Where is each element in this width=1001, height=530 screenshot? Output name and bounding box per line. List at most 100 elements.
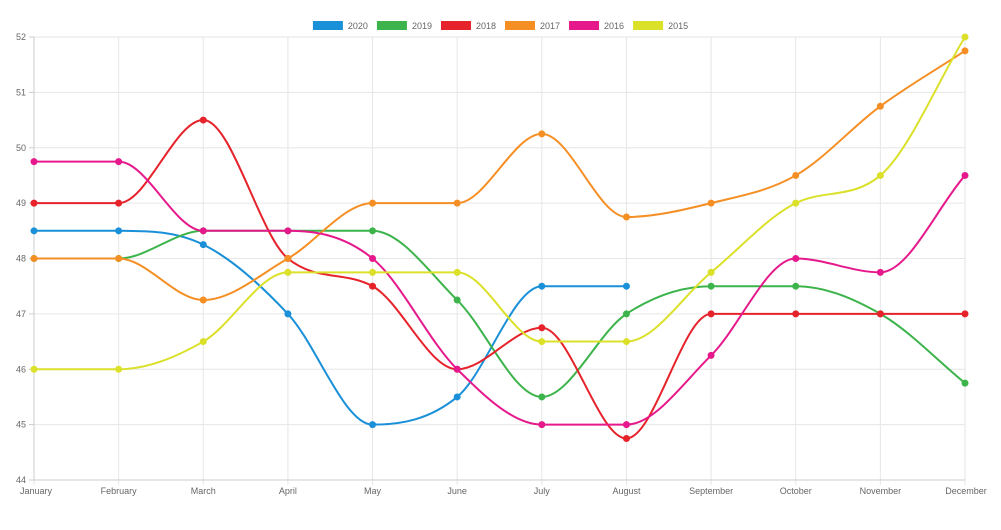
data-point[interactable] <box>792 255 800 262</box>
data-point[interactable] <box>369 227 377 235</box>
series-2016 <box>30 158 969 429</box>
x-tick-label: December <box>945 486 987 496</box>
series-line[interactable] <box>33 229 627 426</box>
data-point[interactable] <box>876 171 884 179</box>
x-tick-label: June <box>447 486 467 496</box>
data-point[interactable] <box>538 324 546 332</box>
data-point[interactable] <box>961 379 969 387</box>
data-point[interactable] <box>115 365 123 373</box>
data-point[interactable] <box>876 102 884 110</box>
data-point[interactable] <box>30 199 38 207</box>
data-point[interactable] <box>115 158 123 166</box>
data-point[interactable] <box>369 199 377 207</box>
data-point[interactable] <box>453 365 461 373</box>
legend-item-2018[interactable]: 2018 <box>440 21 496 31</box>
y-tick-label: 45 <box>16 420 26 430</box>
data-point[interactable] <box>284 310 292 318</box>
legend-swatch <box>440 21 471 30</box>
data-point[interactable] <box>369 268 377 276</box>
data-point[interactable] <box>284 227 292 235</box>
data-point[interactable] <box>453 268 461 276</box>
data-point[interactable] <box>622 434 630 442</box>
data-point[interactable] <box>453 296 461 304</box>
data-point[interactable] <box>876 268 884 276</box>
data-point[interactable] <box>538 130 546 138</box>
data-point[interactable] <box>707 282 715 290</box>
series-line[interactable] <box>34 160 966 426</box>
series-layer <box>30 33 969 442</box>
data-point[interactable] <box>30 255 38 262</box>
y-tick-label: 49 <box>16 198 26 208</box>
data-point[interactable] <box>707 268 715 276</box>
legend-swatch <box>505 21 535 30</box>
data-point[interactable] <box>961 310 969 318</box>
series-line[interactable] <box>34 50 966 302</box>
data-point[interactable] <box>622 338 630 346</box>
data-point[interactable] <box>199 227 207 235</box>
data-point[interactable] <box>284 255 292 262</box>
data-point[interactable] <box>622 421 630 429</box>
x-tick-label: January <box>20 486 53 496</box>
data-point[interactable] <box>961 33 969 41</box>
series-2017 <box>30 47 969 304</box>
y-tick-label: 50 <box>16 143 26 153</box>
data-point[interactable] <box>622 310 630 318</box>
legend-item-2016[interactable]: 2016 <box>569 21 624 31</box>
data-point[interactable] <box>622 282 630 290</box>
data-point[interactable] <box>707 351 715 359</box>
series-2018 <box>30 116 969 442</box>
data-point[interactable] <box>453 393 461 401</box>
x-tick-label: September <box>689 486 733 496</box>
data-point[interactable] <box>538 282 546 290</box>
x-tick-label: November <box>860 486 902 496</box>
y-tick-label: 52 <box>16 32 26 42</box>
data-point[interactable] <box>115 227 123 235</box>
data-point[interactable] <box>622 213 630 221</box>
legend-label: 2016 <box>604 21 624 31</box>
legend-label: 2017 <box>540 21 560 31</box>
data-point[interactable] <box>30 365 38 373</box>
data-point[interactable] <box>792 282 800 290</box>
legend-label: 2020 <box>348 21 368 31</box>
data-point[interactable] <box>284 268 292 276</box>
y-tick-label: 46 <box>16 364 26 374</box>
data-point[interactable] <box>199 241 207 249</box>
data-point[interactable] <box>792 310 800 318</box>
data-point[interactable] <box>199 116 207 124</box>
data-point[interactable] <box>707 310 715 318</box>
legend-item-2020[interactable]: 2020 <box>312 21 368 31</box>
legend-swatch <box>376 21 407 30</box>
legend-item-2019[interactable]: 2019 <box>376 21 432 31</box>
data-point[interactable] <box>792 199 800 207</box>
data-point[interactable] <box>199 338 207 346</box>
data-point[interactable] <box>538 393 546 401</box>
x-tick-label: August <box>612 486 641 496</box>
data-point[interactable] <box>369 282 377 290</box>
data-point[interactable] <box>30 158 38 166</box>
data-point[interactable] <box>792 171 800 179</box>
x-tick-label: March <box>191 486 216 496</box>
data-point[interactable] <box>30 227 38 235</box>
data-point[interactable] <box>538 338 546 346</box>
legend-item-2017[interactable]: 2017 <box>505 21 560 31</box>
data-point[interactable] <box>961 171 969 179</box>
series-2015 <box>30 33 969 373</box>
data-point[interactable] <box>115 199 123 207</box>
data-point[interactable] <box>876 310 884 318</box>
data-point[interactable] <box>453 199 461 207</box>
data-point[interactable] <box>538 421 546 429</box>
y-tick-label: 44 <box>16 475 26 485</box>
data-point[interactable] <box>961 47 969 55</box>
data-point[interactable] <box>369 255 377 262</box>
y-tick-label: 51 <box>16 87 26 97</box>
x-tick-label: April <box>279 486 297 496</box>
data-point[interactable] <box>199 296 207 304</box>
legend-item-2015[interactable]: 2015 <box>633 21 688 31</box>
data-point[interactable] <box>707 199 715 207</box>
data-point[interactable] <box>369 421 377 429</box>
data-point[interactable] <box>115 255 123 262</box>
legend-swatch <box>633 21 664 30</box>
x-tick-label: July <box>534 486 551 496</box>
